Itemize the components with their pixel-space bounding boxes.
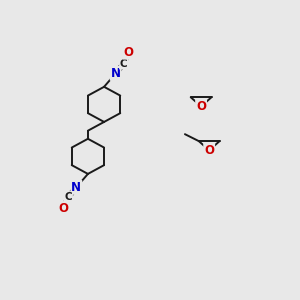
Text: O: O (59, 202, 69, 215)
Text: O: O (123, 46, 133, 59)
Text: C: C (64, 192, 72, 202)
Text: N: N (111, 67, 121, 80)
Text: N: N (71, 181, 81, 194)
Text: O: O (204, 144, 214, 157)
Text: C: C (120, 59, 127, 69)
Text: O: O (196, 100, 206, 113)
